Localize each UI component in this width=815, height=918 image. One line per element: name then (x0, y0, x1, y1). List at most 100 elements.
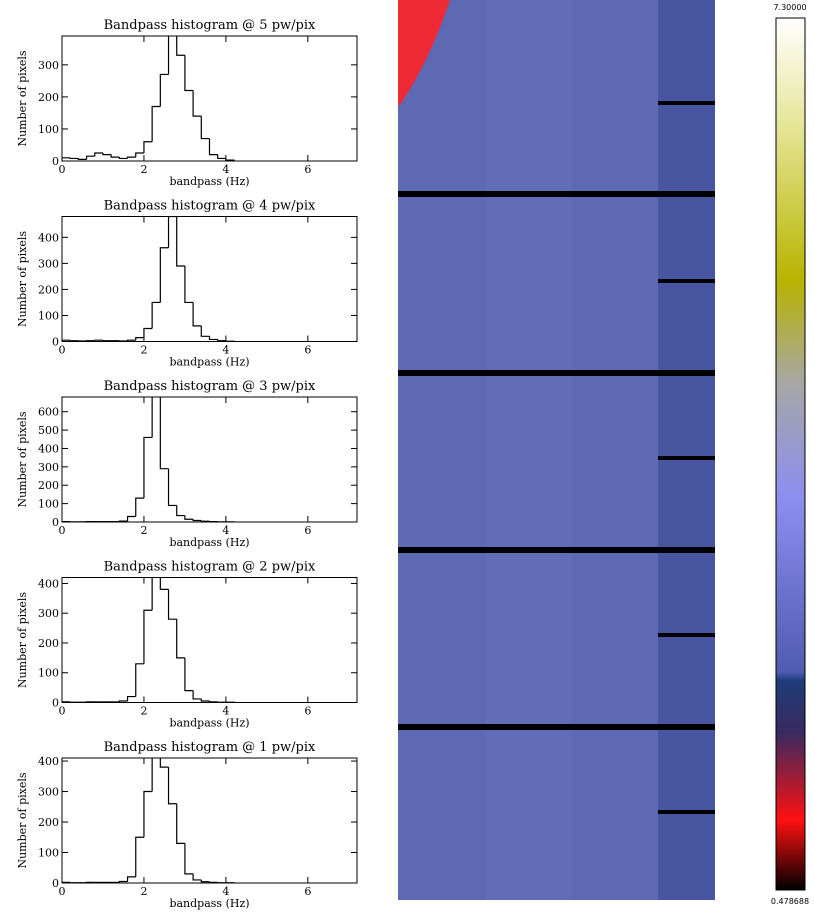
x-tick-label: 6 (304, 705, 311, 718)
histogram-step (143, 141, 153, 153)
histogram-step (151, 397, 153, 438)
histogram-step (151, 301, 161, 329)
histogram-step (184, 265, 194, 304)
chart-title: Bandpass histogram @ 4 pw/pix (104, 199, 316, 214)
histogram (62, 397, 235, 522)
histogram-step (200, 698, 210, 702)
y-tick-label: 300 (38, 461, 59, 474)
x-tick-label: 0 (59, 885, 66, 898)
plot-frame (61, 757, 358, 884)
histogram-step (77, 158, 87, 160)
histogram-step (184, 515, 194, 520)
histogram-step (94, 152, 103, 157)
x-tick-label: 6 (304, 524, 311, 537)
histogram-step (102, 152, 112, 156)
histogram-step (126, 515, 136, 522)
histogram-step (200, 325, 210, 337)
y-axis-label: Number of pixels (16, 772, 29, 868)
chart-title: Bandpass histogram @ 5 pw/pix (104, 18, 316, 33)
x-tick-label: 2 (140, 163, 147, 176)
histogram-step (167, 468, 177, 507)
y-tick-label: 400 (38, 442, 59, 455)
y-tick-label: 300 (38, 607, 59, 620)
histogram-step (143, 609, 153, 664)
histogram-step (167, 767, 177, 805)
x-tick-label: 6 (304, 163, 311, 176)
x-axis-label: bandpass (Hz) (169, 175, 249, 188)
histogram-step (176, 505, 185, 517)
colorbar (775, 17, 806, 891)
histogram-step (135, 836, 144, 877)
y-axis-label: Number of pixels (16, 592, 29, 688)
histogram-step (135, 336, 144, 341)
histogram-step (192, 90, 202, 117)
histogram (62, 577, 235, 703)
plot-frame (61, 577, 358, 703)
colorbar-min: 0.478688 (771, 897, 809, 906)
x-tick-label: 2 (140, 524, 147, 537)
y-tick-label: 300 (38, 257, 59, 270)
histogram-step (200, 116, 210, 140)
x-axis-label: bandpass (Hz) (169, 536, 249, 549)
histogram-step (208, 336, 218, 341)
histogram-step (143, 790, 153, 838)
histogram-step (176, 216, 185, 267)
x-tick-label: 6 (304, 885, 311, 898)
histogram (62, 216, 235, 342)
y-tick-label: 0 (52, 516, 59, 529)
x-tick-label: 0 (59, 163, 66, 176)
histogram-step (118, 157, 128, 160)
y-tick-label: 0 (52, 697, 59, 710)
x-tick-label: 2 (140, 705, 147, 718)
histogram-step (176, 619, 185, 659)
histogram-step (135, 663, 144, 697)
histogram-step (176, 803, 185, 844)
histogram-step (184, 843, 194, 875)
histogram-step (159, 758, 169, 768)
histogram-step (192, 519, 202, 522)
y-tick-label: 200 (38, 637, 59, 650)
histogram-step (167, 589, 177, 620)
histogram-step (143, 327, 153, 338)
histogram-step (69, 340, 79, 342)
plot-frame (61, 396, 358, 523)
plot-frame (61, 35, 358, 162)
y-axis-label: Number of pixels (16, 231, 29, 327)
x-tick-label: 4 (222, 344, 229, 357)
histogram-step (135, 497, 144, 517)
x-tick-label: 4 (222, 524, 229, 537)
histogram-step (192, 690, 202, 700)
histogram-step (217, 339, 226, 342)
y-tick-label: 400 (38, 755, 59, 768)
y-tick-label: 200 (38, 479, 59, 492)
y-tick-label: 200 (38, 91, 59, 104)
histogram-step (62, 701, 71, 703)
histogram-step (118, 700, 128, 702)
histogram-step (118, 520, 128, 522)
histogram-step (102, 340, 112, 342)
y-tick-label: 100 (38, 309, 59, 322)
histogram-step (151, 577, 153, 611)
y-tick-label: 400 (38, 231, 59, 244)
histogram-step (159, 247, 169, 303)
histogram-step (208, 881, 218, 883)
histogram-step (62, 157, 71, 161)
histogram-step (62, 339, 71, 342)
colorbar-max: 7.30000 (773, 3, 806, 12)
histogram-step (126, 876, 136, 882)
plot-frame (61, 216, 358, 342)
y-tick-label: 300 (38, 786, 59, 799)
histogram-step (126, 695, 136, 702)
histogram-step (69, 157, 79, 160)
chart-title: Bandpass histogram @ 1 pw/pix (104, 740, 316, 755)
x-tick-label: 2 (140, 344, 147, 357)
histogram-step (62, 881, 71, 883)
y-tick-label: 100 (38, 667, 59, 680)
y-tick-label: 400 (38, 577, 59, 590)
histogram-step (184, 55, 194, 92)
histogram-step (143, 436, 153, 499)
y-tick-label: 0 (52, 155, 59, 168)
histogram-step (135, 152, 144, 158)
x-tick-label: 4 (222, 885, 229, 898)
